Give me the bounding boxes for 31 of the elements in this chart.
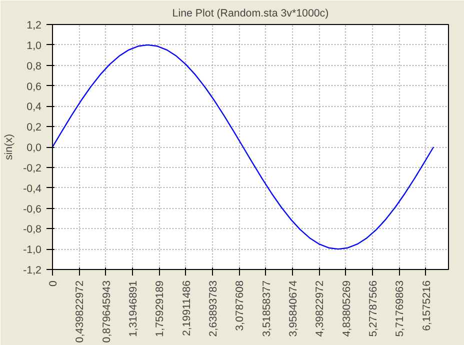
x-tick-label: 1,75929189 xyxy=(154,280,166,337)
x-tick-label: 2,19911486 xyxy=(180,280,193,336)
x-tick-label: 3,51858377 xyxy=(260,280,273,337)
y-tick-label: 1,2 xyxy=(26,20,42,32)
y-tick-label: -0,8 xyxy=(23,224,42,236)
x-tick-label: 5,71769863 xyxy=(394,280,406,337)
x-tick-label: 5,27787566 xyxy=(368,280,380,337)
x-tick-label: 0 xyxy=(48,280,60,286)
chart-title: Line Plot (Random.sta 3v*1000c) xyxy=(172,8,329,20)
y-tick-label: 0,0 xyxy=(26,142,42,154)
y-tick-label: 0,8 xyxy=(26,60,42,72)
y-tick-label: -0,2 xyxy=(23,162,42,174)
x-tick-label: 6,1575216 xyxy=(420,280,433,331)
x-tick-label: 4,83805269 xyxy=(340,280,353,337)
x-tick-label: 1,31946891 xyxy=(128,280,140,337)
y-tick-label: 1,0 xyxy=(26,40,42,52)
y-tick-label: -1,0 xyxy=(23,244,42,256)
y-tick-label: 0,4 xyxy=(26,101,42,114)
x-tick-label: 0,879645943 xyxy=(100,280,113,343)
x-tick-label: 4,39822972 xyxy=(314,280,326,337)
x-tick-label: 3,0787608 xyxy=(234,280,246,331)
y-tick-label: 0,2 xyxy=(26,122,42,134)
x-tick-label: 2,63893783 xyxy=(208,280,220,337)
y-tick-label: -0,6 xyxy=(23,203,42,216)
x-tick-label: 0,439822972 xyxy=(74,280,86,343)
y-axis-title: sin(x) xyxy=(3,134,16,160)
x-tick-label: 3,95840674 xyxy=(288,280,300,337)
y-tick-label: -0,4 xyxy=(23,182,42,195)
y-tick-label: 0,6 xyxy=(26,80,42,93)
y-tick-label: -1,2 xyxy=(23,264,42,276)
line-series xyxy=(52,44,434,250)
